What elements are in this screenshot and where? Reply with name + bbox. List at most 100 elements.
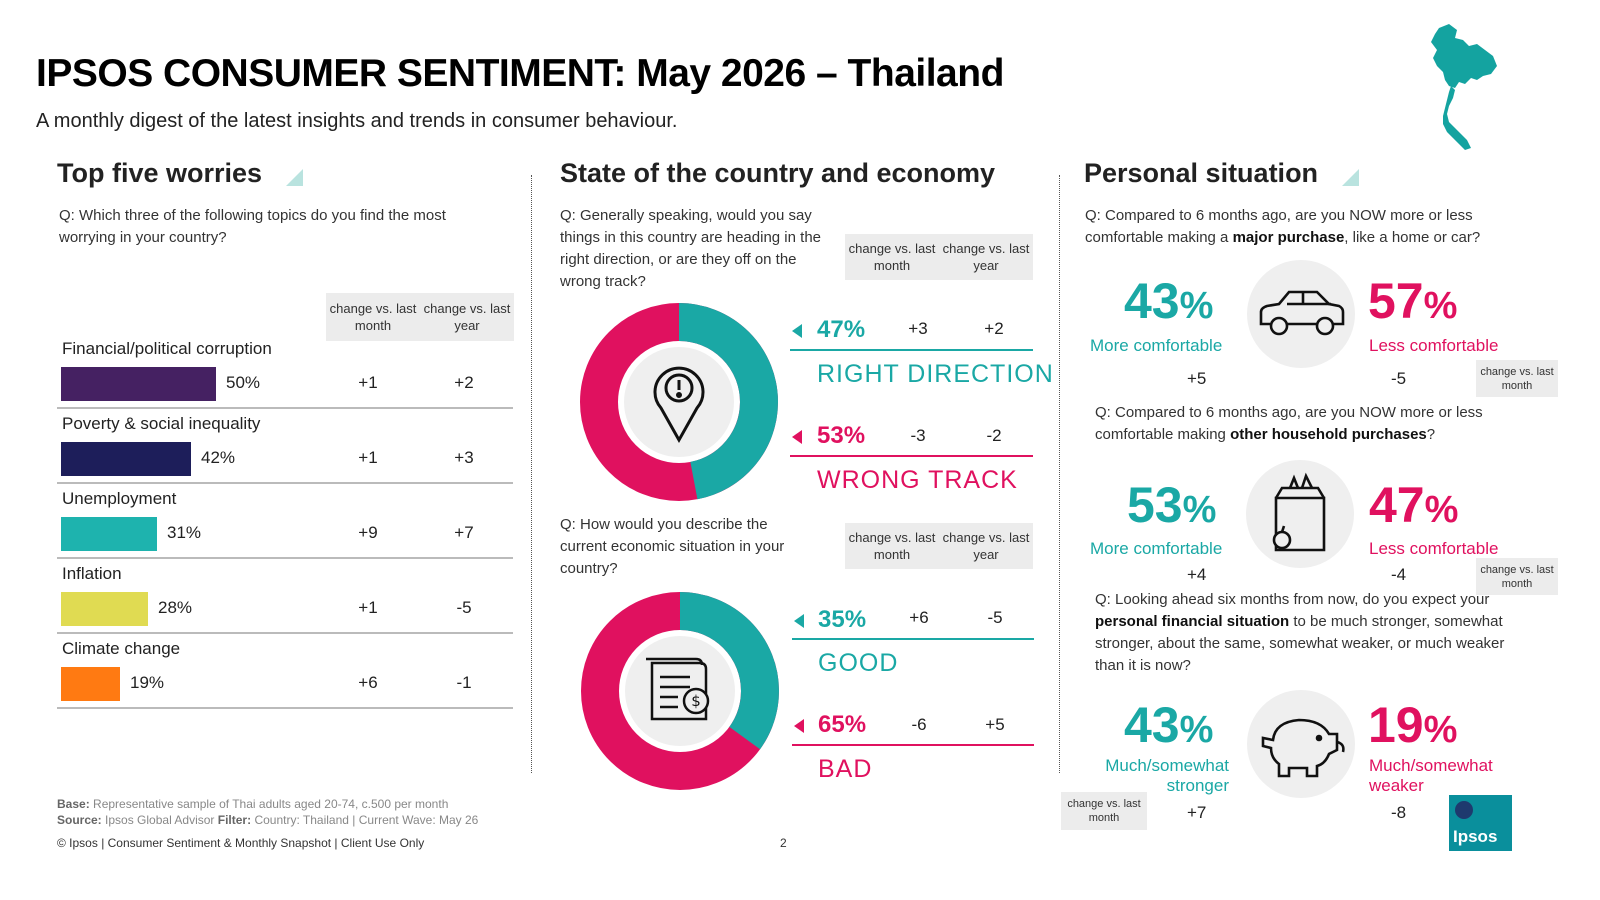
household-more-change: +4 xyxy=(1187,565,1207,584)
invoice-dollar-icon: $ xyxy=(646,657,710,721)
wrong-label: WRONG TRACK xyxy=(817,466,1018,494)
worry-month-change: +9 xyxy=(358,523,378,542)
future-more-pct: 43% xyxy=(1124,697,1214,753)
page-subtitle: A monthly digest of the latest insights … xyxy=(36,110,678,132)
major-more-label: More comfortable xyxy=(1090,336,1223,355)
major-more-change: +5 xyxy=(1187,369,1207,388)
worry-label: Inflation xyxy=(62,564,122,583)
major-less-change: -5 xyxy=(1391,369,1407,388)
worry-year-change: -5 xyxy=(456,598,472,617)
household-more-pct: 53% xyxy=(1127,477,1217,533)
economy-donut-chart: $ xyxy=(581,592,779,790)
wrong-year-change: -2 xyxy=(986,426,1002,445)
bad-year-change: +5 xyxy=(985,715,1005,734)
header-last-year: change vs. last year xyxy=(942,241,1030,273)
future-less-change: -8 xyxy=(1391,803,1407,822)
direction-donut-chart xyxy=(580,303,778,501)
country-q1-change-header: change vs. last month change vs. last ye… xyxy=(845,234,1033,280)
worry-year-change: +7 xyxy=(454,523,474,542)
personal-question-3: Q: Looking ahead six months from now, do… xyxy=(1095,591,1505,674)
row-separator xyxy=(57,632,513,634)
bad-label: BAD xyxy=(818,755,873,783)
worry-pct: 50% xyxy=(226,373,261,392)
footer-copyright: © Ipsos | Consumer Sentiment & Monthly S… xyxy=(57,836,425,850)
major-less-pct: 57% xyxy=(1368,273,1458,329)
country-q2-change-header: change vs. last month change vs. last ye… xyxy=(845,523,1033,569)
page-title: IPSOS CONSUMER SENTIMENT: May 2026 – Tha… xyxy=(36,52,1004,95)
worry-bar xyxy=(61,367,216,401)
car-icon xyxy=(1259,290,1345,336)
row-separator xyxy=(57,407,513,409)
triangle-decoration-icon xyxy=(286,169,303,186)
footer-source: Source: Ipsos Global Advisor Filter: Cou… xyxy=(57,813,479,827)
right-underline xyxy=(790,349,1033,351)
row-separator xyxy=(57,707,513,709)
worry-label: Climate change xyxy=(62,639,181,658)
worry-bar xyxy=(61,592,148,626)
country-question-2: Q: How would you describe the current ec… xyxy=(560,516,785,577)
wrong-month-change: -3 xyxy=(910,426,926,445)
column-divider xyxy=(1059,175,1060,773)
personal-question-2: Q: Compared to 6 months ago, are you NOW… xyxy=(1095,404,1483,443)
worries-change-header: change vs. last month change vs. last ye… xyxy=(326,293,514,341)
worry-month-change: +6 xyxy=(358,673,378,692)
right-pct: 47% xyxy=(817,316,866,343)
ipsos-logo: Ipsos xyxy=(1449,795,1512,851)
personal-question-1: Q: Compared to 6 months ago, are you NOW… xyxy=(1085,207,1481,246)
worry-bar xyxy=(61,442,191,476)
major-less-label: Less comfortable xyxy=(1369,336,1499,355)
column-divider xyxy=(531,175,532,773)
household-less-pct: 47% xyxy=(1369,477,1459,533)
bad-underline xyxy=(792,744,1034,746)
future-more-label: Much/somewhat stronger xyxy=(1105,756,1229,795)
donut-center xyxy=(625,636,735,746)
future-less-pct: 19% xyxy=(1368,697,1458,753)
bad-pct: 65% xyxy=(818,711,867,738)
good-label: GOOD xyxy=(818,649,899,677)
personal-title: Personal situation xyxy=(1084,158,1319,188)
household-less-change: -4 xyxy=(1391,565,1407,584)
worry-pct: 31% xyxy=(167,523,202,542)
row-separator xyxy=(57,482,513,484)
logo-mark xyxy=(1455,801,1473,819)
row-separator xyxy=(57,557,513,559)
good-month-change: +6 xyxy=(909,608,929,627)
thailand-map-icon xyxy=(1431,24,1497,150)
worry-label: Unemployment xyxy=(62,489,177,508)
worry-month-change: +1 xyxy=(358,448,378,467)
wrong-marker xyxy=(792,430,802,444)
triangle-decoration-icon xyxy=(1342,169,1359,186)
major-change-header: change vs. last month xyxy=(1476,360,1558,397)
household-less-label: Less comfortable xyxy=(1369,539,1499,558)
worry-year-change: -1 xyxy=(456,673,472,692)
header-last-month: change vs. last month xyxy=(848,530,936,562)
logo-text: Ipsos xyxy=(1453,827,1498,846)
worry-pct: 19% xyxy=(130,673,165,692)
header-last-year: change vs. last year xyxy=(423,301,511,333)
worry-year-change: +2 xyxy=(454,373,474,392)
worry-pct: 42% xyxy=(201,448,236,467)
footer-base: Base: Representative sample of Thai adul… xyxy=(57,797,449,811)
good-pct: 35% xyxy=(818,606,867,633)
wrong-underline xyxy=(790,455,1033,457)
good-underline xyxy=(792,638,1034,640)
future-change-header: change vs. last month xyxy=(1061,792,1147,830)
wrong-pct: 53% xyxy=(817,422,866,449)
page-number: 2 xyxy=(780,836,787,850)
country-question-1: Q: Generally speaking, would you say thi… xyxy=(560,207,821,290)
right-marker xyxy=(792,324,802,338)
household-more-label: More comfortable xyxy=(1090,539,1223,558)
header-last-month: change vs. last month xyxy=(329,301,417,333)
good-year-change: -5 xyxy=(987,608,1003,627)
header-last-month: change vs. last month xyxy=(848,241,936,273)
good-marker xyxy=(794,614,804,628)
bad-marker xyxy=(794,719,804,733)
worry-month-change: +1 xyxy=(358,373,378,392)
future-less-label: Much/somewhat weaker xyxy=(1369,756,1493,795)
header-last-year: change vs. last year xyxy=(942,530,1030,562)
piggy-bank-icon xyxy=(1261,718,1345,778)
future-more-change: +7 xyxy=(1187,803,1207,822)
right-month-change: +3 xyxy=(908,319,928,338)
major-more-pct: 43% xyxy=(1124,273,1214,329)
piggy-bank-circle xyxy=(1247,690,1355,798)
